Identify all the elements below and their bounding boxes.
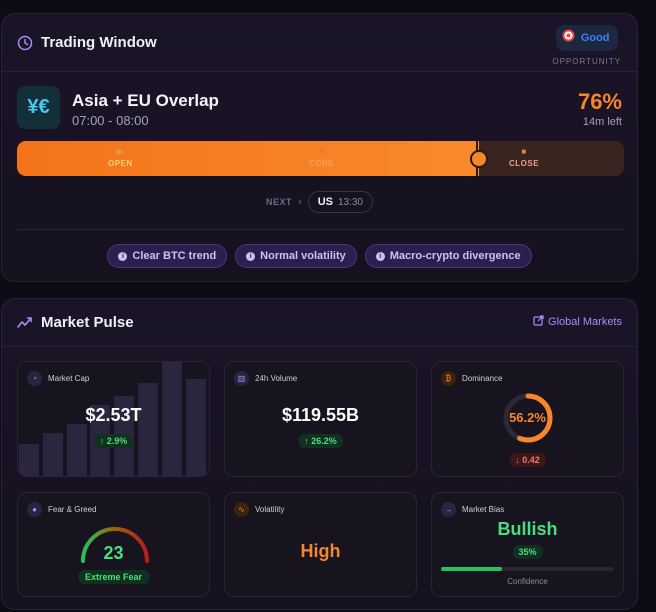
info-icon: i [118,251,128,261]
opportunity-rating: Good OPPORTUNITY [552,25,621,66]
trading-window-card: Trading Window Good OPPORTUNITY ¥€ Asia … [1,13,638,282]
market-cap-bar [138,383,158,476]
chevron-right-icon: › [298,196,302,208]
market-cap-bar [161,362,182,476]
market-cap-bar [19,444,39,476]
market-pulse-header: Market Pulse Global Markets [2,299,637,347]
fear-greed-label: Fear & Greed [48,505,97,514]
dominance-tile[interactable]: ₿ Dominance 56.2% ↓ 0.42 [431,361,624,477]
progress-knob[interactable] [470,150,488,168]
session-remaining: 14m left [582,116,622,128]
session-progress-fill [17,141,479,176]
fear-greed-value: 23 [103,543,124,563]
dominance-value: 56.2% [509,410,546,425]
fear-greed-gauge [81,527,149,563]
market-cap-bar [66,424,87,476]
volatility-value: High [300,541,341,561]
dominance-ring [503,393,553,443]
market-bias-value: Bullish [497,519,558,539]
market-cap-bar [185,379,206,476]
market-pulse-card: Market Pulse Global Markets ◔ Market Cap… [1,298,638,610]
info-icon: i [375,251,385,261]
market-bias-label: Market Bias [462,505,505,514]
trading-window-header: Trading Window Good OPPORTUNITY [2,14,637,72]
market-cap-value: $2.53T [85,405,142,425]
fear-greed-status: Extreme Fear [77,570,150,584]
pulse-icon: ∿ [234,502,249,517]
dominance-label: Dominance [462,374,503,383]
dominance-arc [503,393,553,443]
session-time: 07:00 - 08:00 [72,113,149,128]
info-icon: i [246,251,256,261]
confidence-fill [441,567,502,571]
stop-icon: ■ [521,147,527,156]
bar-chart-icon: ▥ [234,371,249,386]
volume-change: ↑ 26.2% [298,434,343,448]
session-percent: 76% [577,89,622,114]
session-logo: ¥€ [17,86,60,129]
market-cap-change: ↑ 2.9% [93,434,134,448]
rating-sublabel: OPPORTUNITY [552,57,621,66]
bitcoin-icon: ₿ [441,371,456,386]
clock-small-icon: ◷ [317,147,326,156]
market-bias-tile[interactable]: → Market Bias Bullish 35% Confidence [431,492,624,597]
target-icon [562,29,575,47]
insight-tags: i Clear BTC trend i Normal volatility i Mac… [2,244,637,268]
divider [17,229,624,230]
volume-tile[interactable]: ▥ 24h Volume $119.55B ↑ 26.2% [224,361,417,477]
volatility-label: Volatility [255,505,285,514]
rating-badge: Good [555,25,618,51]
phase-close: ■ CLOSE [509,147,540,168]
clock-icon [17,35,33,51]
market-bias-percent: 35% [512,545,543,559]
pie-chart-icon: ◔ [27,371,42,386]
confidence-label: Confidence [507,577,548,586]
trading-window-title: Trading Window [41,34,157,51]
market-cap-bar [209,408,210,476]
fear-greed-tile[interactable]: ● Fear & Greed 23 Extreme Fear [17,492,210,597]
next-session-row: NEXT › US 13:30 [2,191,637,213]
volatility-tile[interactable]: ∿ Volatility High [224,492,417,597]
market-pulse-title: Market Pulse [41,314,134,331]
tag-divergence[interactable]: i Macro-crypto divergence [364,244,532,268]
volume-value: $119.55B [281,405,360,425]
phase-core: ◷ CORE [309,147,335,168]
fear-greed-arc [81,527,149,563]
market-cap-label: Market Cap [48,374,90,383]
market-cap-bar [42,433,63,476]
session-name: Asia + EU Overlap [72,91,219,110]
tag-btc-trend[interactable]: i Clear BTC trend [107,244,228,268]
trend-icon [17,315,33,331]
bulb-icon: ● [27,502,42,517]
market-cap-tile[interactable]: ◔ Market Cap $2.53T ↑ 2.9% [17,361,210,477]
dominance-change: ↓ 0.42 [509,453,546,467]
phase-open: ▶ OPEN [108,147,133,168]
tag-volatility[interactable]: i Normal volatility [235,244,357,268]
play-icon: ▶ [117,147,124,156]
arrow-right-icon: → [441,502,456,517]
next-label: NEXT [266,197,293,207]
market-cap-sparkbars [18,362,209,476]
external-link-icon [533,315,544,329]
volume-label: 24h Volume [255,374,298,383]
session-progress-bar: ▶ OPEN ◷ CORE ■ CLOSE [17,141,624,176]
rating-label: Good [580,32,610,44]
next-session-name: US [317,196,333,208]
next-session-pill[interactable]: US 13:30 [307,191,373,213]
confidence-track [441,567,614,571]
global-markets-link[interactable]: Global Markets [533,315,622,329]
next-session-time: 13:30 [337,196,363,208]
